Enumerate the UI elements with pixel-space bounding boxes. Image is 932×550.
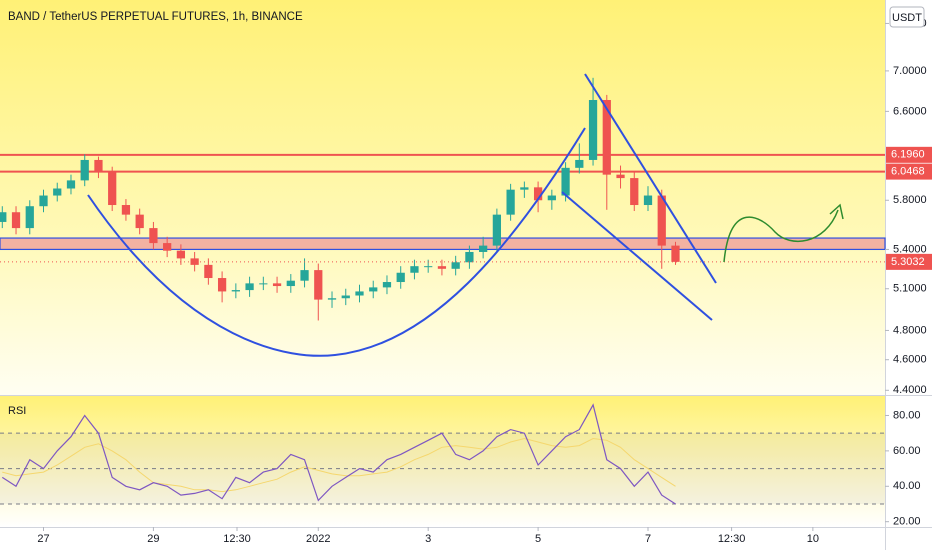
candle-body	[657, 195, 666, 246]
last-price-badge	[886, 253, 932, 270]
candle-body	[588, 100, 598, 160]
y-tick-label: 60.00	[893, 445, 921, 457]
y-tick-label: 6.6000	[893, 105, 927, 117]
y-tick-label: 20.00	[893, 516, 921, 528]
candle-body	[506, 189, 515, 215]
candle-body	[135, 214, 144, 229]
candle-body	[575, 159, 584, 168]
rsi-pane	[0, 396, 885, 527]
arrow-head	[829, 203, 844, 220]
candle-body	[190, 258, 199, 265]
candle-body	[25, 206, 34, 229]
x-tick-label: 5	[535, 533, 541, 545]
candle-body	[547, 195, 556, 201]
candle-body	[217, 278, 227, 292]
rsi-line	[1, 403, 676, 505]
candle-body	[630, 178, 639, 206]
candle-body	[382, 282, 392, 288]
y-tick-label: 4.4000	[893, 384, 927, 396]
candle-body	[437, 266, 447, 269]
plot-layer	[0, 77, 886, 505]
currency-box	[889, 6, 925, 28]
indicator-title: RSI	[8, 405, 26, 417]
price-badge	[886, 163, 932, 180]
price-pane	[0, 0, 885, 395]
candle-body	[520, 187, 529, 190]
x-tick-label: 12:30	[718, 533, 746, 545]
candle-body	[533, 187, 543, 201]
cup-curve	[87, 127, 586, 357]
candle-body	[341, 295, 350, 299]
candle-body	[176, 250, 186, 259]
trend-line	[561, 191, 713, 321]
candle-body	[39, 195, 48, 207]
y-tick-label: 5.8000	[893, 194, 927, 206]
chart-title: BAND / TetherUS PERPETUAL FUTURES, 1h, B…	[8, 11, 303, 23]
candle-body	[410, 266, 419, 273]
candle-body	[355, 291, 364, 296]
candle-body	[121, 205, 131, 215]
last-price-label: 5.3032	[891, 256, 925, 268]
candle-body	[300, 270, 309, 281]
candle-body	[424, 266, 433, 268]
candle-body	[108, 172, 117, 206]
projection-arrow	[723, 209, 839, 263]
drawings	[87, 73, 844, 357]
candle-body	[204, 264, 213, 279]
x-tick-label: 3	[425, 533, 431, 545]
candle-body	[66, 180, 76, 189]
zone	[0, 237, 886, 251]
candle-body	[286, 280, 295, 287]
candle-body	[94, 159, 103, 173]
trend-line	[584, 73, 717, 284]
candle-body	[0, 212, 7, 222]
candle-body	[259, 283, 268, 285]
y-tick-label: 40.00	[893, 480, 921, 492]
candle-body	[11, 212, 21, 229]
y-tick-label: 5.1000	[893, 283, 927, 295]
x-tick-label: 27	[37, 533, 49, 545]
y-tick-label: 80.00	[893, 409, 921, 421]
candle-body	[602, 100, 611, 175]
candle-body	[643, 195, 653, 206]
candle-body	[616, 174, 625, 179]
x-tick-label: 12:30	[223, 533, 251, 545]
x-tick-label: 2022	[306, 533, 330, 545]
candle-body	[53, 188, 62, 196]
candle-body	[492, 214, 502, 246]
candle-body	[479, 245, 488, 252]
candle-body	[314, 270, 323, 300]
candle-body	[396, 272, 405, 283]
candle-body	[327, 298, 337, 300]
candle-body	[465, 251, 474, 263]
x-tick-label: 7	[645, 533, 651, 545]
y-tick-label: 4.6000	[893, 354, 927, 366]
currency-label: USDT	[892, 12, 922, 24]
candle-body	[272, 283, 282, 287]
candle-body	[369, 287, 378, 292]
y-tick-label: 7.0000	[893, 65, 927, 77]
price-badge-label: 6.0468	[891, 166, 925, 178]
candle-body	[671, 245, 680, 262]
price-badge	[886, 146, 932, 163]
x-tick-label: 29	[147, 533, 159, 545]
candle-body	[80, 159, 89, 181]
rsi-line	[2, 437, 676, 493]
candle-body	[149, 228, 158, 244]
candle-body	[451, 262, 460, 269]
candle-body	[163, 243, 172, 251]
candle-body	[245, 283, 254, 291]
axis-layer: 4.4000 4.6000 4.8000 5.1000 5.4000 5.8000 6.60…	[37, 17, 932, 545]
y-tick-label: 4.8000	[893, 324, 927, 336]
candle-body	[561, 167, 570, 196]
candle-body	[231, 290, 240, 292]
x-tick-label: 10	[807, 533, 819, 545]
y-tick-label: 5.4000	[893, 243, 927, 255]
price-badge-label: 6.1960	[891, 149, 925, 161]
